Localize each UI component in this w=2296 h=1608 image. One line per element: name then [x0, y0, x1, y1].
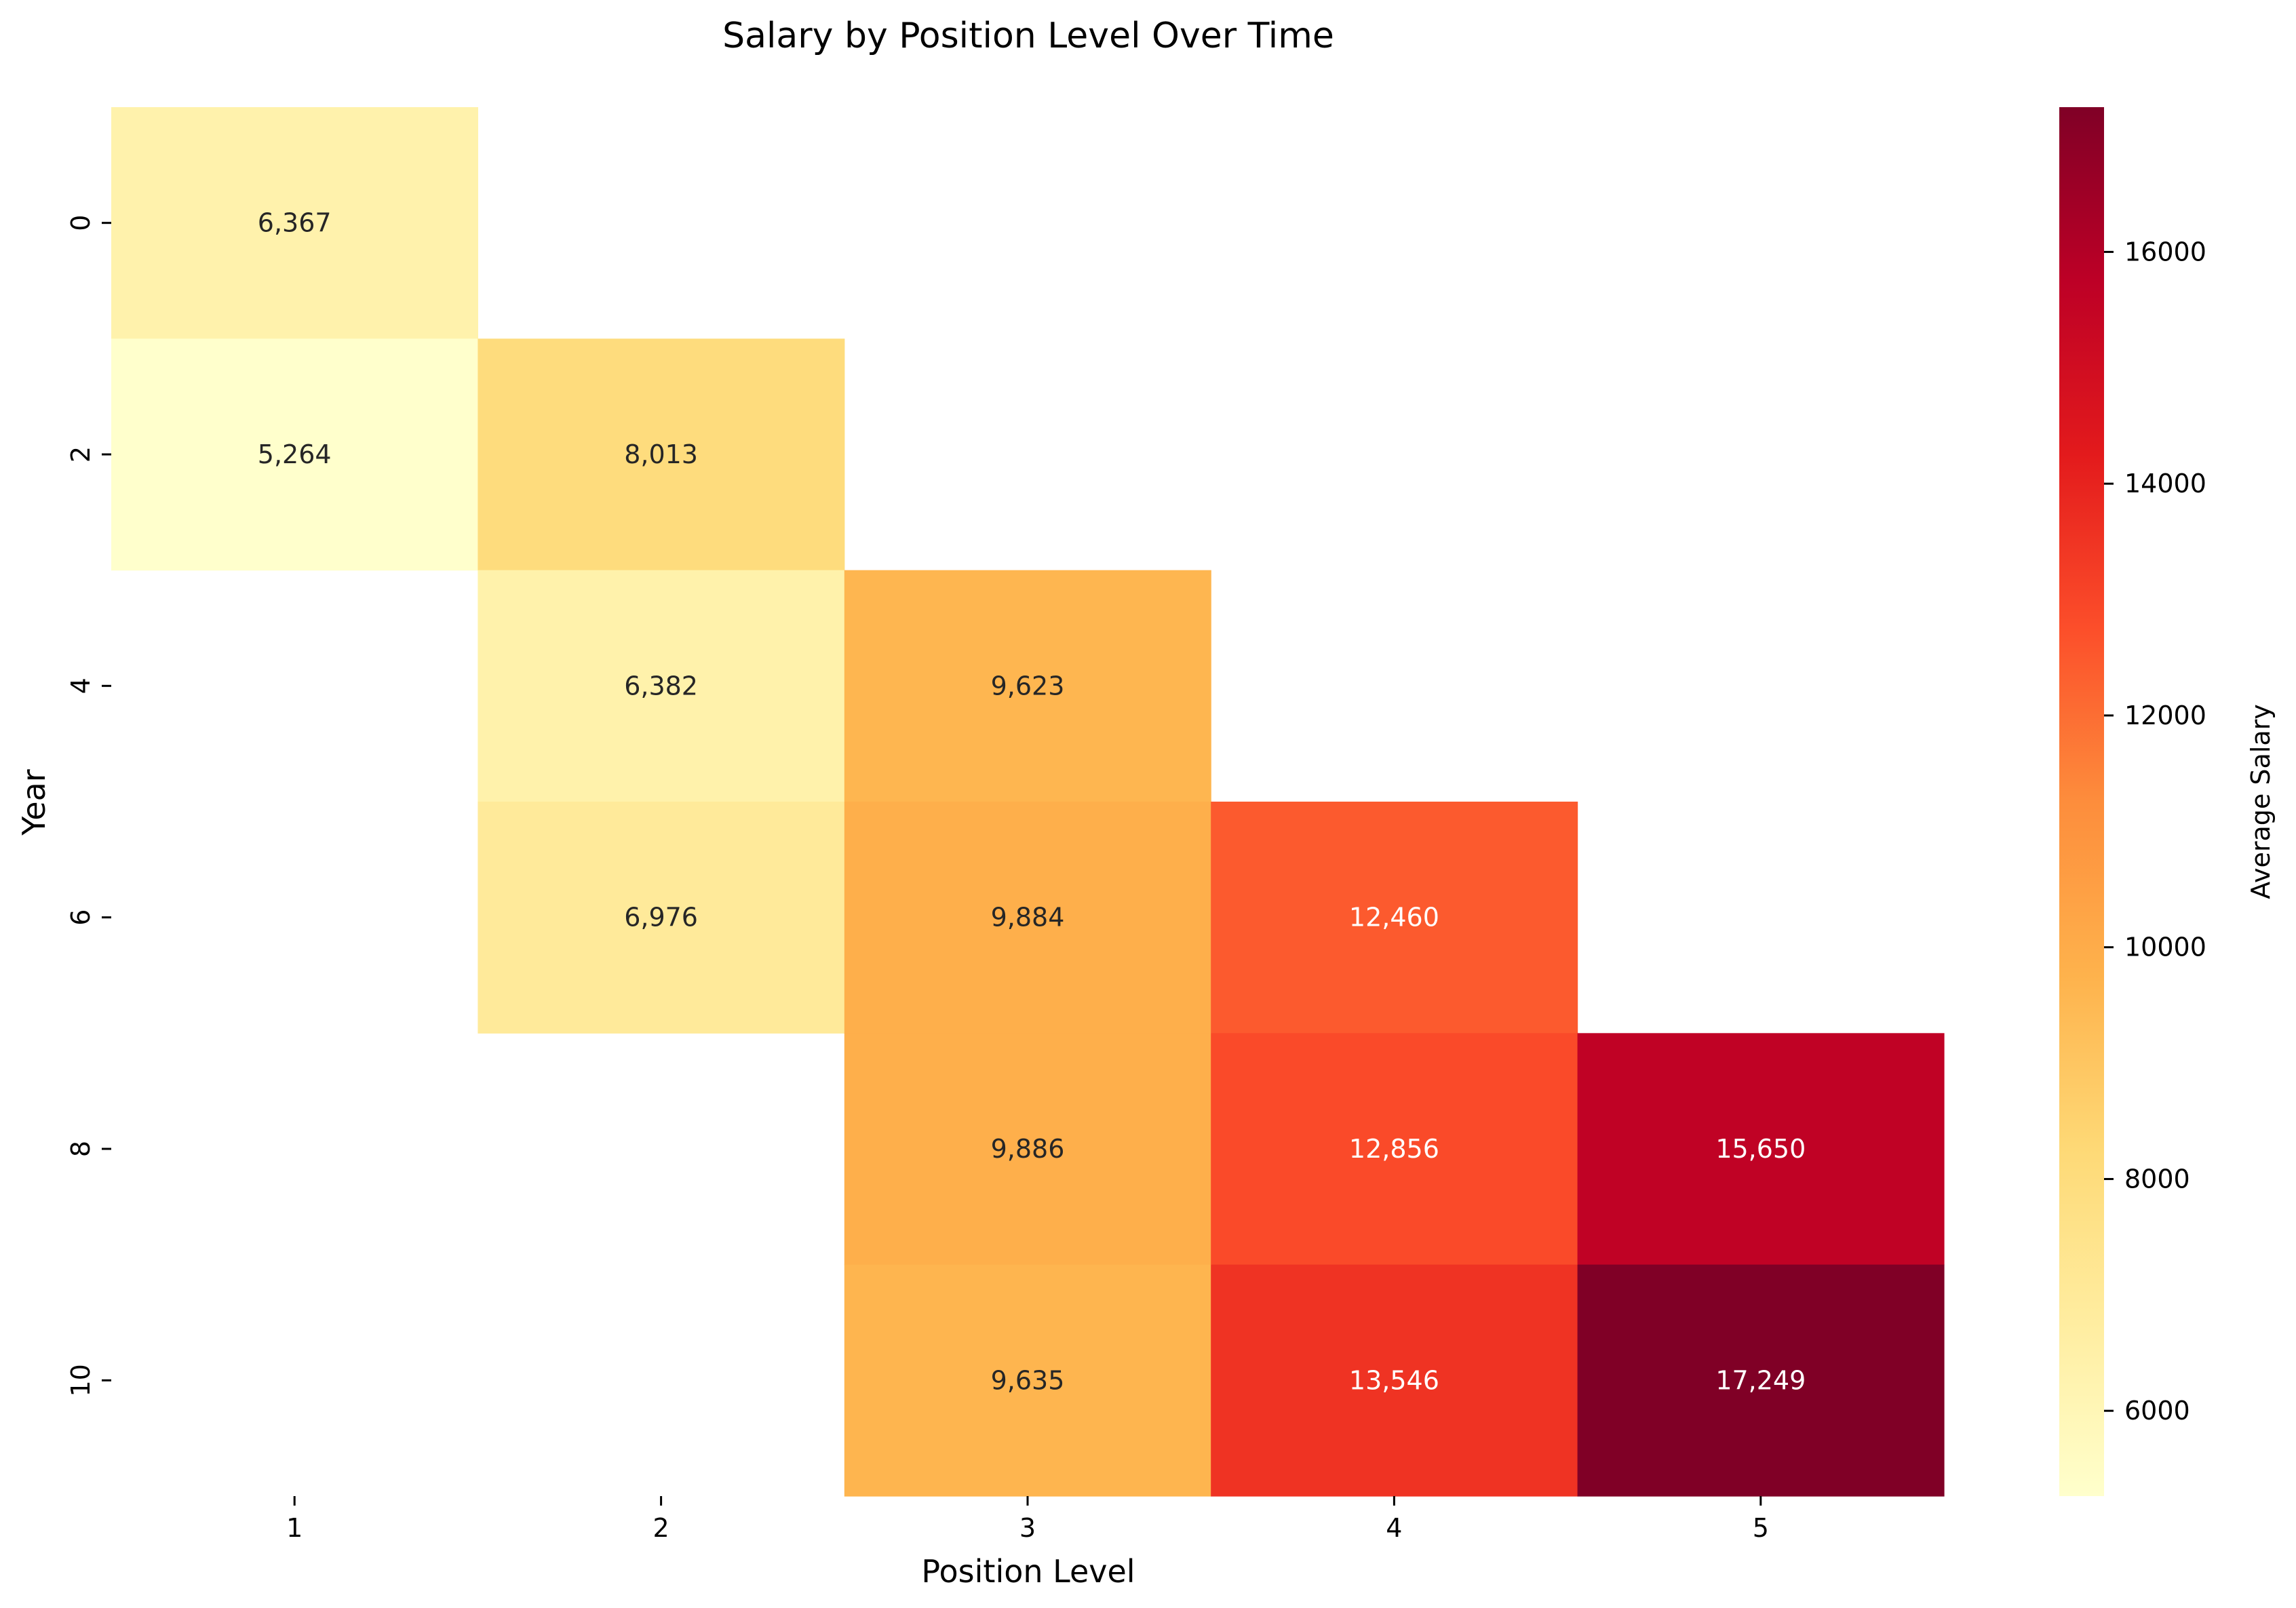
heatmap-cell	[1577, 1033, 1945, 1266]
heatmap-cell	[111, 338, 478, 571]
y-tick-label: 6	[66, 909, 96, 926]
colorbar-gradient	[2059, 107, 2104, 1496]
heatmap-cell	[1211, 1033, 1578, 1266]
chart-title: Salary by Position Level Over Time	[722, 16, 1334, 56]
cell-value-label: 12,856	[1349, 1134, 1439, 1164]
y-tick-label: 4	[66, 678, 96, 694]
cell-value-label: 9,635	[991, 1365, 1065, 1395]
x-tick-label: 1	[286, 1513, 303, 1543]
x-tick-label: 4	[1386, 1513, 1402, 1543]
heatmap-cell	[844, 570, 1211, 802]
colorbar-tick-label: 12000	[2124, 701, 2206, 730]
cell-value-label: 6,382	[624, 671, 698, 701]
heatmap-cell	[478, 338, 845, 571]
cell-value-label: 6,976	[624, 903, 698, 933]
heatmap-cell	[1211, 1264, 1578, 1497]
y-tick-label: 2	[66, 446, 96, 463]
x-tick-label: 3	[1019, 1513, 1036, 1543]
heatmap-cell	[1577, 1264, 1945, 1497]
cell-value-label: 9,886	[991, 1134, 1065, 1164]
heatmap-cells: 6,367 5,264 8,013 6,382 9,623 6,976 9,884 12,46…	[111, 107, 1945, 1497]
heatmap-cell	[478, 570, 845, 802]
cell-value-label: 12,460	[1349, 903, 1439, 933]
colorbar-tick-label: 14000	[2124, 469, 2206, 498]
colorbar-tick-label: 16000	[2124, 237, 2206, 267]
cell-value-label: 17,249	[1715, 1365, 1806, 1395]
y-axis-label: Year	[16, 769, 52, 836]
colorbar-tick-label: 6000	[2124, 1396, 2190, 1426]
colorbar-ticks: 6000 8000 10000 12000 14000 16000	[2104, 237, 2206, 1426]
colorbar-tick-label: 8000	[2124, 1164, 2190, 1194]
heatmap-cell	[111, 107, 478, 339]
cell-value-label: 5,264	[258, 439, 332, 469]
y-tick-label: 0	[66, 215, 96, 231]
cell-value-label: 8,013	[624, 439, 698, 469]
y-tick-label: 10	[66, 1364, 96, 1396]
cell-value-label: 15,650	[1715, 1134, 1806, 1164]
cell-value-label: 6,367	[258, 208, 332, 238]
colorbar-tick-label: 10000	[2124, 933, 2206, 962]
cell-value-label: 9,884	[991, 903, 1065, 933]
heatmap-cell	[844, 1033, 1211, 1266]
y-tick-label: 8	[66, 1141, 96, 1157]
x-axis: 1 2 3 4 5	[286, 1496, 1769, 1543]
x-tick-label: 5	[1753, 1513, 1769, 1543]
heatmap-cell	[844, 802, 1211, 1034]
cell-value-label: 13,546	[1349, 1365, 1439, 1395]
heatmap-cell	[844, 1264, 1211, 1497]
y-axis: 0 2 4 6 8 10	[66, 215, 111, 1397]
x-axis-label: Position Level	[921, 1553, 1135, 1590]
colorbar-label: Average Salary	[2246, 704, 2276, 899]
colorbar: 6000 8000 10000 12000 14000 16000 Average Sal…	[2059, 107, 2276, 1496]
x-tick-label: 2	[653, 1513, 669, 1543]
heatmap-cell	[1211, 802, 1578, 1034]
heatmap-cell	[478, 802, 845, 1034]
cell-value-label: 9,623	[991, 671, 1065, 701]
